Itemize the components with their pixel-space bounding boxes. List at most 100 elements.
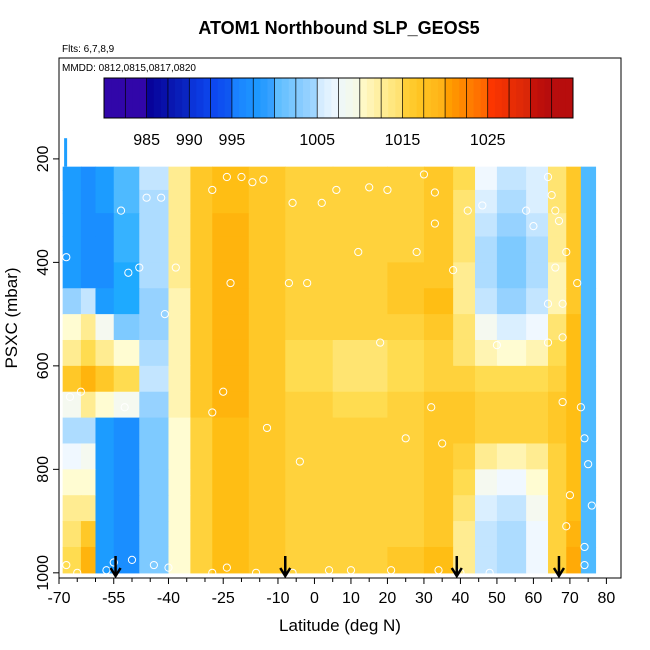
heatmap-cell xyxy=(285,443,334,470)
observation-point xyxy=(562,522,571,531)
heatmap-cell xyxy=(548,339,567,367)
heatmap-cell xyxy=(387,236,425,263)
observation-point xyxy=(171,263,180,272)
colorbar-label: 990 xyxy=(176,132,203,149)
heatmap-cell xyxy=(212,339,250,367)
heatmap-cell xyxy=(285,469,334,496)
heatmap-cell xyxy=(423,469,454,496)
colorbar-swatch xyxy=(160,78,169,118)
heatmap-cell xyxy=(248,236,286,263)
heatmap-cell xyxy=(526,495,549,522)
heatmap-cell xyxy=(387,391,425,419)
heatmap-cell xyxy=(475,391,498,419)
observation-point xyxy=(288,568,297,577)
colorbar-swatch xyxy=(338,78,347,118)
heatmap-cell xyxy=(332,213,389,238)
colorbar-swatch xyxy=(381,78,389,118)
heatmap-cell xyxy=(248,495,286,522)
observation-point xyxy=(587,501,596,510)
y-tick-label: 400 xyxy=(35,249,52,276)
heatmap-cell xyxy=(526,166,549,191)
heatmap-cell xyxy=(332,288,389,315)
profile-arrows xyxy=(109,556,566,579)
heatmap-cell xyxy=(332,521,389,548)
heatmap-cell xyxy=(332,365,389,393)
observation-point xyxy=(295,457,304,466)
heatmap-cell xyxy=(387,495,425,522)
heatmap-cell xyxy=(548,288,567,315)
colorbar-swatch xyxy=(167,78,176,118)
heatmap-cell xyxy=(387,166,425,191)
heatmap-cell xyxy=(80,314,97,341)
colorbar-swatch xyxy=(324,78,332,118)
colorbar-swatch xyxy=(246,78,254,118)
heatmap-cell xyxy=(139,236,170,263)
observation-point xyxy=(142,193,151,202)
x-tick-label: 20 xyxy=(379,590,397,607)
heatmap-cell xyxy=(168,166,191,191)
heatmap-cell xyxy=(566,189,582,214)
observation-point xyxy=(354,247,363,257)
observation-point xyxy=(164,563,173,572)
heatmap-cell xyxy=(285,262,334,289)
heatmap-cell xyxy=(332,236,389,263)
heatmap-cell xyxy=(580,189,597,214)
heatmap-cell xyxy=(526,288,549,315)
observation-point xyxy=(438,439,447,448)
heatmap-cell xyxy=(580,365,597,393)
heatmap-cell xyxy=(285,417,334,445)
heatmap-cell xyxy=(475,213,498,238)
x-tick-label: -70 xyxy=(47,590,70,607)
colorbar-swatch xyxy=(281,78,290,118)
heatmap-cell xyxy=(285,213,334,238)
colorbar-swatch xyxy=(473,78,482,118)
colorbar-swatch xyxy=(416,78,425,118)
heatmap-cell xyxy=(62,339,82,367)
observation-point xyxy=(76,387,86,396)
heatmap-cell xyxy=(453,495,476,522)
colorbar-label: 985 xyxy=(133,132,160,149)
observation-point xyxy=(332,185,341,195)
heatmap-cell xyxy=(387,417,425,445)
heatmap-cell xyxy=(62,469,82,496)
plot-frame xyxy=(58,57,622,579)
colorbar-swatch xyxy=(288,78,297,118)
heatmap-cell xyxy=(566,469,582,496)
heatmap-cell xyxy=(248,314,286,341)
heatmap-cell xyxy=(139,314,170,341)
heatmap-cell xyxy=(64,138,68,167)
heatmap-cell xyxy=(95,417,115,445)
heatmap-cell xyxy=(248,189,286,214)
colorbar-swatch xyxy=(224,78,233,118)
heatmap-cell xyxy=(548,365,567,393)
heatmap-cell xyxy=(285,339,334,367)
x-tick-label: -55 xyxy=(102,590,125,607)
observation-point xyxy=(584,460,593,469)
observation-point xyxy=(120,403,129,412)
observation-point xyxy=(551,263,560,272)
observation-point xyxy=(262,423,272,433)
heatmap-cell xyxy=(496,546,527,574)
heatmap-cell xyxy=(566,166,582,191)
colorbar-swatch xyxy=(459,78,467,118)
heatmap-cell xyxy=(168,213,191,238)
colorbar-swatch xyxy=(331,78,339,118)
heatmap-cell xyxy=(332,495,389,522)
profile-arrow xyxy=(109,556,122,579)
colorbar-swatch xyxy=(217,78,226,118)
heatmap-cell xyxy=(332,166,389,191)
observation-point xyxy=(208,408,217,417)
heatmap-cell xyxy=(190,365,213,393)
colorbar-swatch xyxy=(437,78,446,118)
heatmap-cell xyxy=(526,521,549,548)
heatmap-cell xyxy=(62,443,82,470)
heatmap-cell xyxy=(95,189,115,214)
heatmap-cell xyxy=(387,365,425,393)
observation-point xyxy=(543,299,553,308)
heatmap-cell xyxy=(475,546,498,574)
heatmap-cell xyxy=(387,546,425,574)
observation-point xyxy=(412,247,421,257)
observation-point xyxy=(65,392,75,402)
observation-point xyxy=(376,338,385,347)
heatmap-cell xyxy=(526,236,549,263)
